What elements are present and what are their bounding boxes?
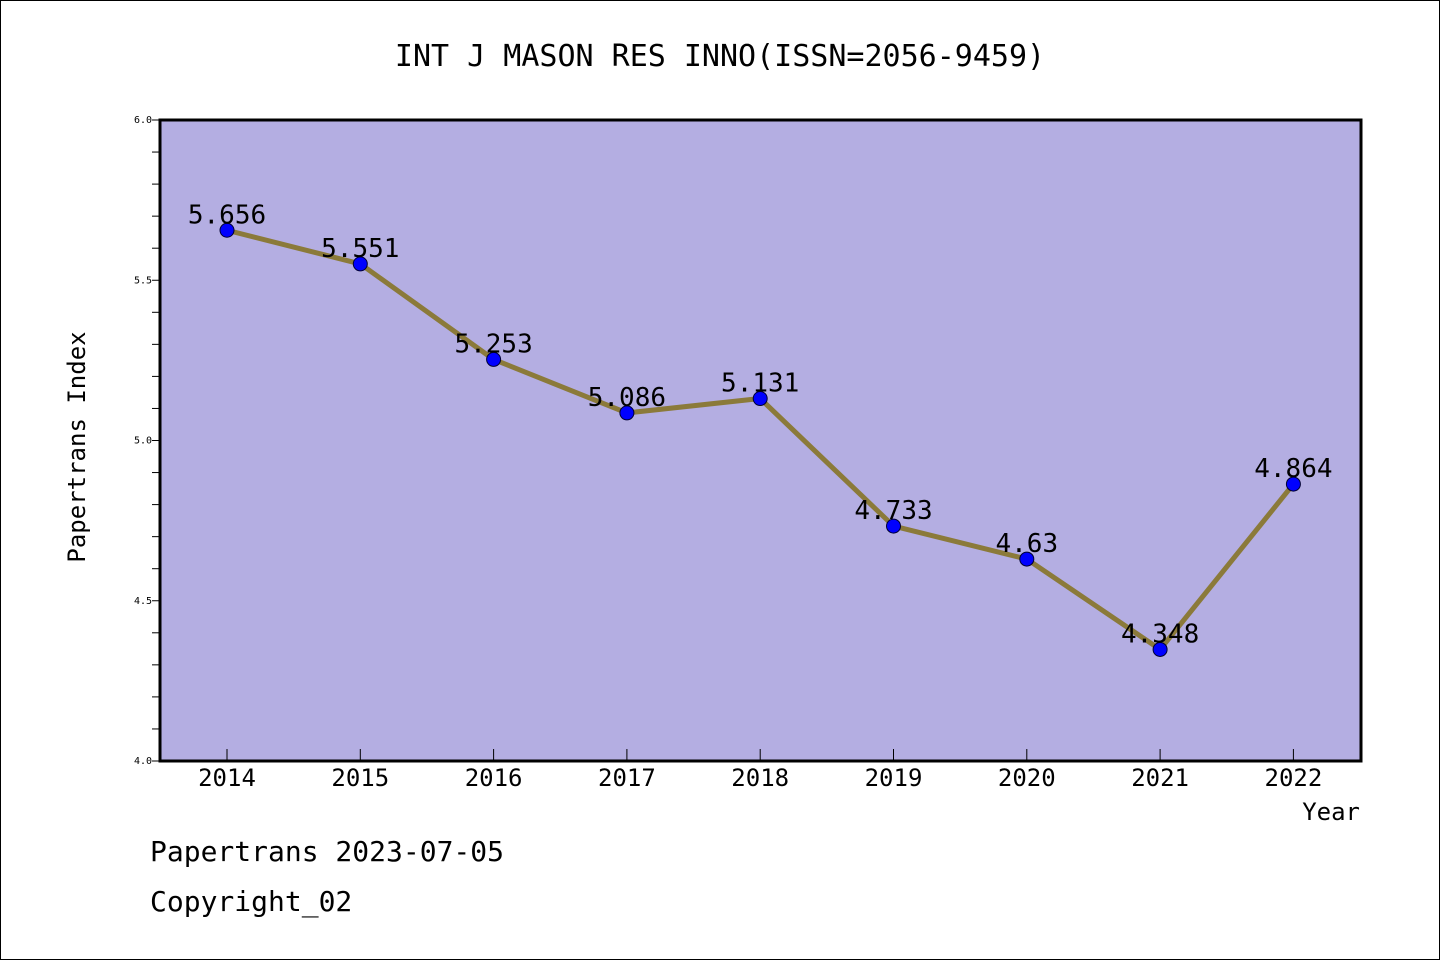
data-point xyxy=(219,222,235,238)
x-axis-label: Year xyxy=(1302,798,1360,826)
data-point xyxy=(1285,476,1301,492)
x-tick-label: 2015 xyxy=(331,764,389,792)
y-tick-label: 6.0 xyxy=(134,115,152,126)
data-label: 4.733 xyxy=(854,496,932,526)
footer-copyright: Copyright_02 xyxy=(150,885,353,918)
data-point xyxy=(752,391,768,407)
x-tick-label: 2014 xyxy=(198,764,256,792)
y-tick-label: 5.0 xyxy=(134,436,152,447)
data-label: 5.253 xyxy=(454,329,532,359)
plot-area xyxy=(158,118,1363,763)
y-tick-label: 4.5 xyxy=(134,596,152,607)
y-axis-ticks: 4.0 4.5 5.0 5.5 6.0 xyxy=(134,115,160,767)
data-point xyxy=(352,256,368,272)
data-point xyxy=(619,405,635,421)
data-label: 4.63 xyxy=(995,529,1058,559)
data-label: 5.656 xyxy=(188,200,266,230)
x-tick-label: 2021 xyxy=(1131,764,1189,792)
data-point xyxy=(486,351,502,367)
data-point xyxy=(886,518,901,534)
data-point xyxy=(1152,641,1168,657)
x-tick-label: 2020 xyxy=(998,764,1056,792)
data-label: 5.086 xyxy=(588,383,666,413)
footer-date: Papertrans 2023-07-05 xyxy=(150,835,505,868)
y-tick-label: 4.0 xyxy=(134,756,152,767)
x-tick-label: 2016 xyxy=(465,764,523,792)
data-label: 5.551 xyxy=(321,234,399,264)
x-tick-label: 2022 xyxy=(1265,764,1323,792)
x-tick-label: 2019 xyxy=(865,764,923,792)
chart-title: INT J MASON RES INNO(ISSN=2056-9459) xyxy=(395,39,1045,74)
data-label: 4.348 xyxy=(1121,619,1199,649)
x-tick-label: 2017 xyxy=(598,764,656,792)
data-point xyxy=(1019,551,1035,567)
y-axis-label: Papertrans Index xyxy=(63,331,91,562)
x-tick-label: 2018 xyxy=(731,764,789,792)
y-tick-label: 5.5 xyxy=(134,275,152,286)
x-axis-ticks: 2014 2015 2016 2017 2018 2019 2020 2021 2022 xyxy=(198,749,1322,792)
data-series: 5.656 5.551 5.253 5.086 5.131 4.733 4.63 4.348 4… xyxy=(188,200,1333,657)
data-label: 4.864 xyxy=(1254,454,1332,484)
data-label: 5.131 xyxy=(721,369,799,399)
